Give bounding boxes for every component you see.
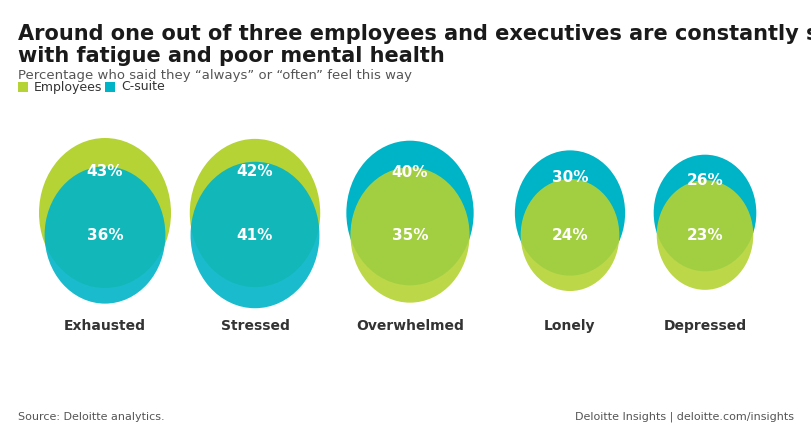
- Text: Source: Deloitte analytics.: Source: Deloitte analytics.: [18, 412, 165, 422]
- Ellipse shape: [514, 150, 624, 276]
- Text: 26%: 26%: [686, 173, 723, 188]
- Ellipse shape: [350, 168, 469, 302]
- Text: Stressed: Stressed: [221, 319, 289, 333]
- Text: Employees: Employees: [34, 80, 102, 93]
- Ellipse shape: [520, 179, 619, 291]
- Ellipse shape: [45, 166, 165, 304]
- Ellipse shape: [190, 139, 320, 287]
- Text: 30%: 30%: [551, 171, 587, 185]
- Text: Deloitte Insights | deloitte.com/insights: Deloitte Insights | deloitte.com/insight…: [574, 411, 793, 422]
- Text: with fatigue and poor mental health: with fatigue and poor mental health: [18, 46, 444, 66]
- Ellipse shape: [191, 162, 319, 308]
- Ellipse shape: [656, 180, 753, 290]
- Text: 42%: 42%: [236, 164, 273, 179]
- Ellipse shape: [346, 141, 473, 285]
- Text: 40%: 40%: [391, 165, 427, 180]
- Text: 23%: 23%: [686, 227, 723, 243]
- Text: 35%: 35%: [391, 227, 427, 243]
- Ellipse shape: [653, 155, 755, 271]
- Ellipse shape: [39, 138, 171, 288]
- Text: C-suite: C-suite: [121, 80, 165, 93]
- Text: Depressed: Depressed: [663, 319, 745, 333]
- Text: 24%: 24%: [551, 227, 588, 243]
- Text: 43%: 43%: [87, 164, 123, 178]
- Text: 36%: 36%: [87, 227, 123, 243]
- Text: Around one out of three employees and executives are constantly struggling: Around one out of three employees and ex…: [18, 24, 811, 44]
- Bar: [105, 82, 115, 92]
- Text: Lonely: Lonely: [543, 319, 595, 333]
- Text: Overwhelmed: Overwhelmed: [356, 319, 463, 333]
- Text: 41%: 41%: [237, 227, 272, 243]
- Text: Exhausted: Exhausted: [64, 319, 146, 333]
- Text: Percentage who said they “always” or “often” feel this way: Percentage who said they “always” or “of…: [18, 69, 411, 82]
- Bar: [18, 82, 28, 92]
